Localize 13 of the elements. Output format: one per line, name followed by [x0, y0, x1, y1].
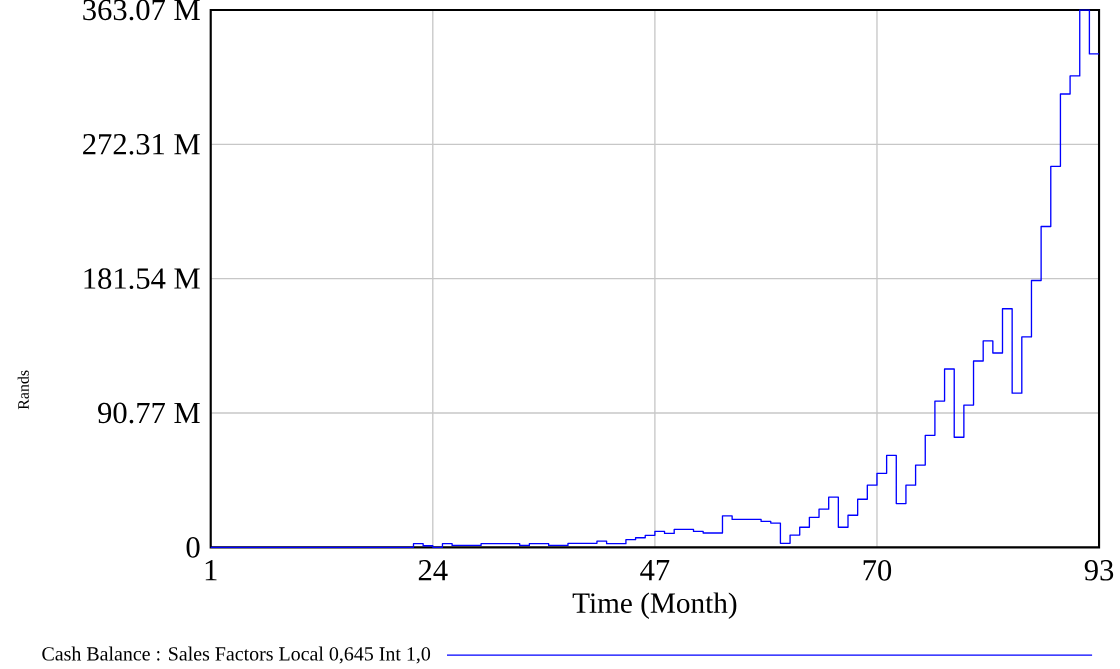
x-tick-label: 70 — [863, 560, 892, 581]
x-tick-label: 1 — [205, 560, 217, 581]
y-tick-label: 181.54 M — [84, 268, 200, 290]
y-tick-label: 0 — [186, 537, 200, 558]
x-axis-title: Time (Month) — [572, 592, 737, 619]
x-tick-label: 24 — [418, 560, 448, 581]
x-tick-label: 47 — [640, 560, 670, 581]
y-tick-label: 272.31 M — [83, 133, 200, 155]
y-axis-title: Rands — [17, 370, 29, 410]
text: Cash Balance : Sales Factors Local 0,645 Int 1,0 — [42, 646, 431, 664]
y-tick-label: 363.07 M — [83, 0, 200, 21]
x-tick-label: 93 — [1084, 560, 1114, 581]
y-tick-label: 90.77 M — [98, 402, 200, 424]
